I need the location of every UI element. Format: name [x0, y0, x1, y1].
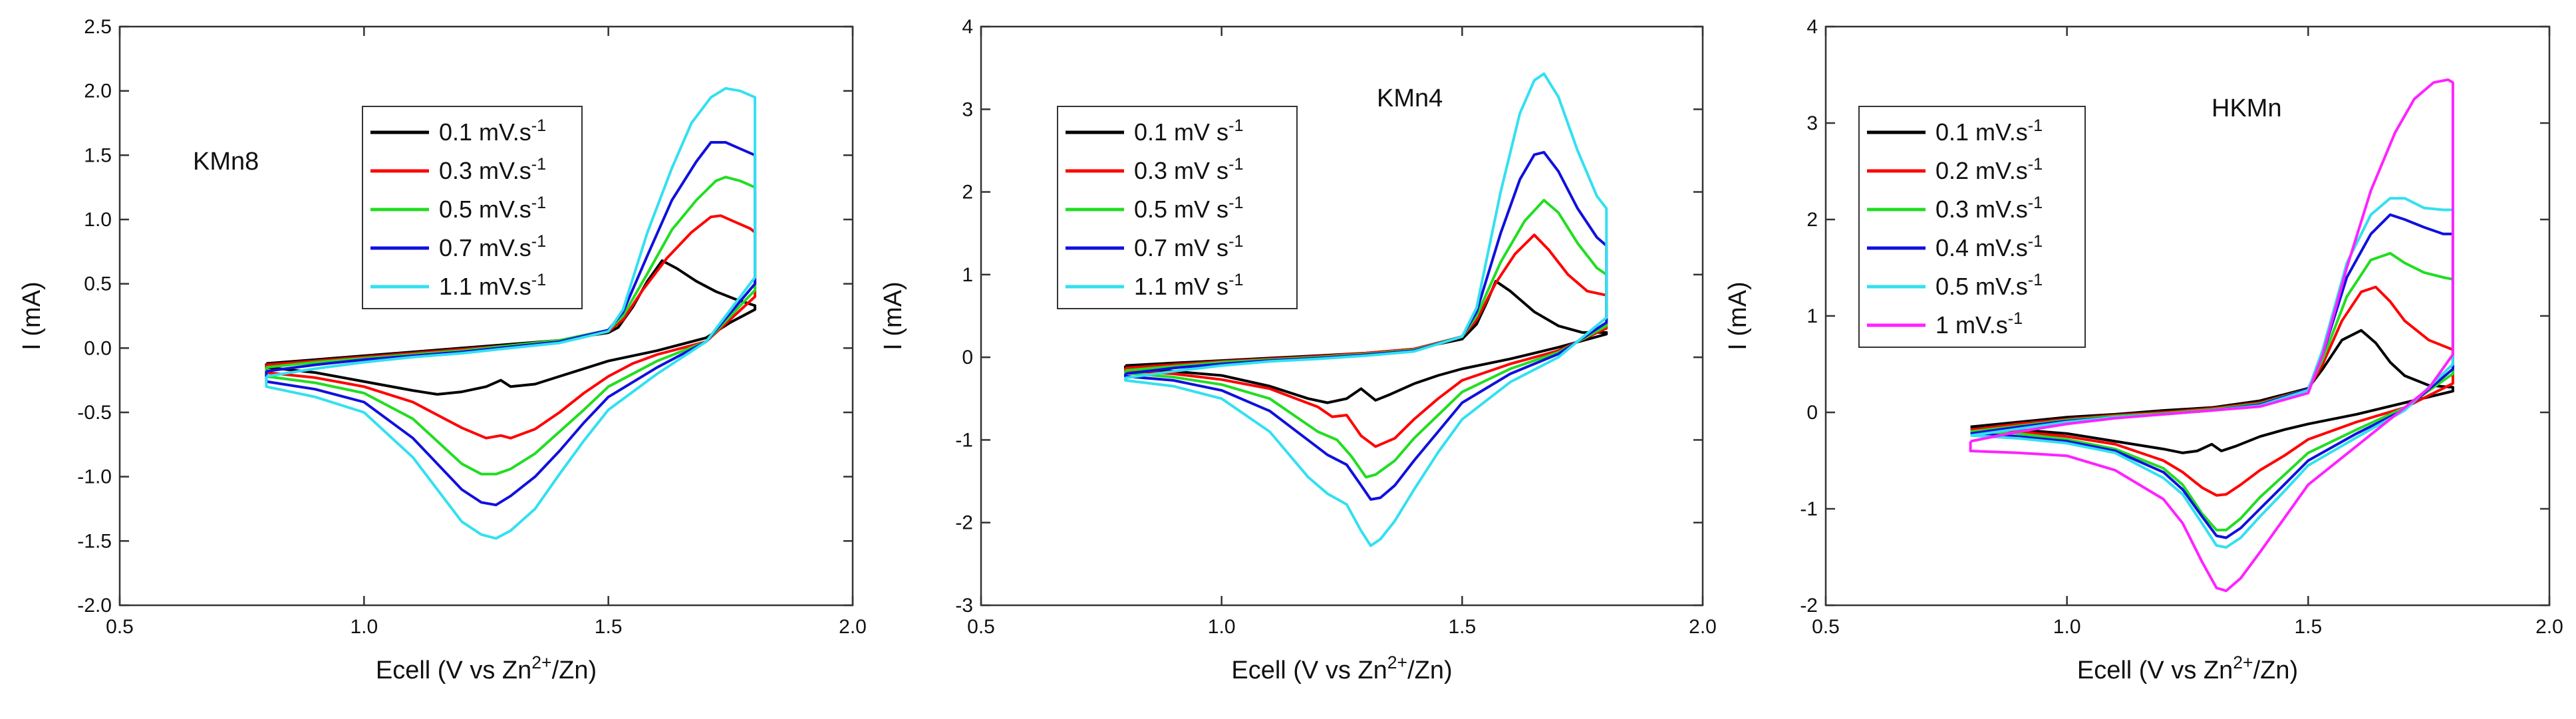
- y-tick-label: 2.0: [84, 80, 112, 102]
- y-tick-label: 2.5: [84, 16, 112, 38]
- panel-title: HKMn: [2212, 94, 2282, 122]
- x-tick-label: 1.0: [2053, 616, 2081, 638]
- y-tick-label: 0: [1806, 402, 1818, 424]
- legend-label: 0.2 mV.s-1: [1935, 155, 2043, 184]
- legend-label: 0.5 mV.s-1: [439, 194, 546, 223]
- x-axis-title: Ecell (V vs Zn2+/Zn): [1231, 652, 1452, 684]
- legend-label: 1.1 mV s-1: [1134, 271, 1243, 300]
- legend-label: 1 mV.s-1: [1935, 309, 2023, 339]
- y-tick-label: -2: [955, 512, 973, 534]
- legend-label: 0.5 mV s-1: [1134, 194, 1243, 223]
- legend-label: 0.5 mV.s-1: [1935, 271, 2043, 300]
- x-tick-label: 2.0: [2535, 616, 2563, 638]
- x-axis-title: Ecell (V vs Zn2+/Zn): [2077, 652, 2298, 684]
- y-tick-label: 3: [962, 98, 973, 120]
- panel-title: KMn8: [193, 148, 259, 176]
- y-tick-label: 1.5: [84, 144, 112, 166]
- y-axis-title: I (mA): [1724, 281, 1752, 350]
- legend-box: [1858, 106, 2086, 348]
- y-tick-label: -0.5: [77, 402, 112, 424]
- legend-label: 0.1 mV.s-1: [1935, 116, 2043, 146]
- y-tick-label: 0.5: [84, 273, 112, 295]
- y-tick-label: 0: [962, 347, 973, 368]
- x-tick-label: 1.0: [1208, 616, 1236, 638]
- x-tick-label: 1.5: [2294, 616, 2322, 638]
- y-tick-label: -3: [955, 595, 973, 617]
- y-tick-label: -1: [1800, 498, 1818, 520]
- chart-panel-kmn4: 0.5 1.0 1.5 2.0 -3 -2 -1 0 1 2 3 4 Ecell (V vs Zn2+/…: [879, 16, 1717, 684]
- series-line-6: [1969, 78, 2454, 593]
- x-tick-label: 1.5: [595, 616, 623, 638]
- legend: 0.1 mV.s-1 0.3 mV.s-1 0.5 mV.s-1 0.7 mV.s-1…: [362, 106, 583, 309]
- legend: 0.1 mV s-1 0.3 mV s-1 0.5 mV s-1 0.7 mV s-1…: [1057, 106, 1298, 309]
- legend-label: 0.3 mV s-1: [1134, 155, 1243, 184]
- chart-panel-hkmn: 0.5 1.0 1.5 2.0 -2 -1 0 1 2 3 4 Ecell (V vs Zn2+/Zn…: [1724, 16, 2563, 684]
- y-tick-label: 1: [1806, 305, 1818, 327]
- legend-box: [362, 106, 583, 309]
- y-tick-label: 2: [1806, 209, 1818, 231]
- y-axis-title: I (mA): [879, 281, 907, 350]
- x-tick-label: 2.0: [1689, 616, 1717, 638]
- legend-label: 0.3 mV.s-1: [1935, 194, 2043, 223]
- series-line-5: [265, 86, 757, 540]
- x-tick-label: 0.5: [967, 616, 995, 638]
- x-tick-label: 1.5: [1448, 616, 1476, 638]
- y-tick-label: 0.0: [84, 337, 112, 359]
- x-tick-label: 2.0: [839, 616, 867, 638]
- x-tick-label: 1.0: [350, 616, 378, 638]
- y-tick-label: 2: [962, 182, 973, 204]
- y-tick-label: 4: [1806, 16, 1818, 38]
- legend: 0.1 mV.s-1 0.2 mV.s-1 0.3 mV.s-1 0.4 mV.s-1…: [1858, 106, 2086, 348]
- y-tick-label: -2: [1800, 595, 1818, 617]
- plot-frame: [980, 25, 1704, 607]
- y-tick-label: -1: [955, 429, 973, 451]
- y-axis-title: I (mA): [18, 281, 46, 350]
- legend-label: 0.4 mV.s-1: [1935, 232, 2043, 261]
- legend-label: 0.3 mV.s-1: [439, 155, 546, 184]
- y-tick-label: -1.0: [77, 466, 112, 488]
- legend-label: 0.7 mV.s-1: [439, 232, 546, 261]
- series-line-5: [1124, 72, 1608, 547]
- y-tick-label: 1.0: [84, 209, 112, 231]
- panel-title: KMn4: [1377, 84, 1443, 112]
- legend-box: [1057, 106, 1298, 309]
- plot-frame: [118, 25, 854, 607]
- chart-panel-kmn8: 0.5 1.0 1.5 2.0 -2.0 -1.5 -1.0 -0.5 0.0 0.5 1.0 1.5…: [18, 16, 867, 684]
- y-tick-label: -1.5: [77, 530, 112, 552]
- y-tick-label: 4: [962, 16, 973, 38]
- x-axis-title: Ecell (V vs Zn2+/Zn): [376, 652, 597, 684]
- x-tick-label: 0.5: [1812, 616, 1840, 638]
- y-tick-label: -2.0: [77, 595, 112, 617]
- x-tick-label: 0.5: [106, 616, 134, 638]
- legend-label: 0.1 mV.s-1: [439, 116, 546, 146]
- legend-label: 0.7 mV s-1: [1134, 232, 1243, 261]
- y-tick-label: 1: [962, 264, 973, 286]
- y-tick-label: 3: [1806, 112, 1818, 134]
- legend-label: 1.1 mV.s-1: [439, 271, 546, 300]
- legend-label: 0.1 mV s-1: [1134, 116, 1243, 146]
